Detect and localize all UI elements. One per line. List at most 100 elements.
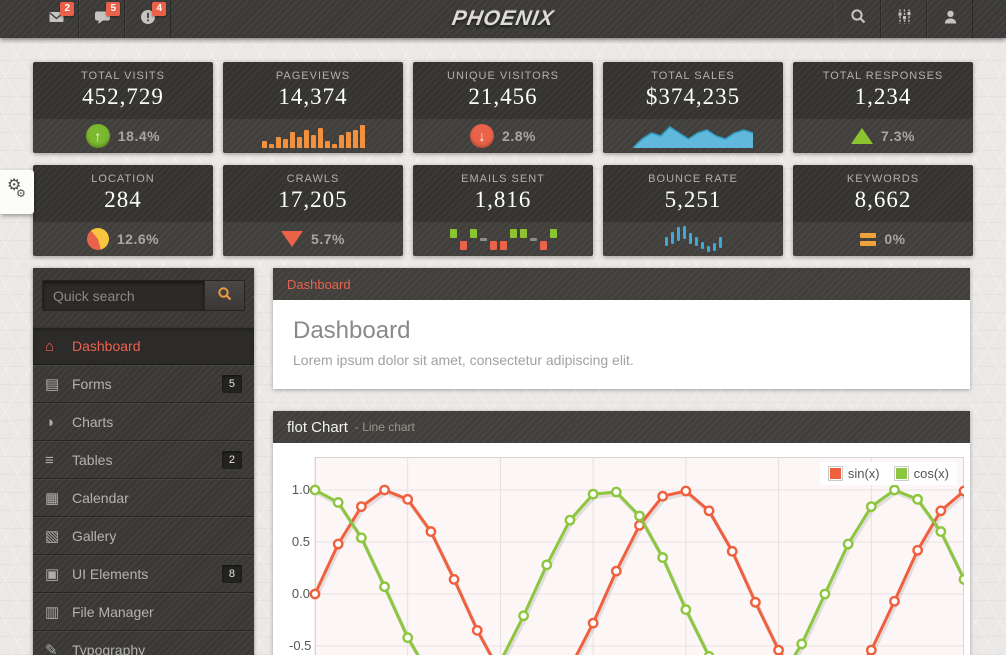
gear-icon-small: ⚙: [16, 188, 26, 200]
card-total-responses: TOTAL RESPONSES 1,234 7.3%: [793, 62, 973, 153]
search-button-topbar[interactable]: [835, 0, 881, 38]
spark-bar: [289, 132, 295, 148]
sidebar-item-file-manager[interactable]: ▥ File Manager: [33, 593, 254, 631]
tristate-cell: [489, 240, 497, 250]
card-label: TOTAL RESPONSES: [822, 70, 944, 82]
up-arrow-icon: ↑: [85, 124, 110, 148]
sidebar-item-label: Forms: [72, 376, 112, 392]
card-value: 8,662: [854, 187, 912, 212]
sidebar-menu: ⌂ Dashboard ▤ Forms 5 ◑ Charts ≡ Tables 2 ▦ Cal…: [33, 327, 254, 655]
data-point: [796, 638, 808, 650]
chart-panel-body: 1.0 0.5 0.0 -0.5 sin(x) cos(x): [273, 443, 970, 655]
stat-percent: 12.6%: [116, 231, 160, 247]
card-label: PAGEVIEWS: [275, 70, 351, 82]
data-point: [889, 484, 900, 496]
data-point: [889, 595, 900, 607]
data-point: [657, 490, 669, 502]
data-point: [958, 574, 970, 585]
stat-sparkline: 12.6%: [33, 222, 213, 256]
gear-icon: ⚙: [7, 177, 22, 194]
spark-bar: [338, 134, 344, 148]
tristate-cell: [449, 228, 457, 238]
topbar-left-icons: 2 5 4: [33, 0, 171, 38]
stat-cards-row-1: TOTAL VISITS 452,729 ↑ 18.4% PAGEVIEWS 14,3…: [33, 62, 973, 153]
data-point: [703, 650, 715, 655]
ui-elements-icon: ▣: [45, 566, 60, 583]
data-point: [610, 565, 622, 577]
data-point: [912, 493, 924, 505]
tristate-cell: [519, 228, 527, 238]
wave-bar-sparkline: [663, 225, 723, 252]
tristate-cell: [459, 240, 467, 250]
card-label: TOTAL SALES: [651, 70, 735, 82]
alerts-button[interactable]: 4: [125, 0, 171, 38]
down-arrow-icon: ↓: [470, 124, 495, 148]
forms-icon: ▤: [45, 376, 60, 393]
data-point: [912, 544, 924, 556]
stat-sparkline: [413, 222, 593, 256]
spark-bar: [688, 233, 692, 244]
table-rows-icon: ≡: [45, 451, 54, 469]
search-submit-button[interactable]: [204, 280, 245, 311]
sidebar-item-calendar[interactable]: ▦ Calendar: [33, 479, 254, 517]
sidebar-item-forms[interactable]: ▤ Forms 5: [33, 365, 254, 403]
tristate-cell: [499, 240, 507, 250]
data-point: [935, 505, 947, 517]
filters-button[interactable]: [881, 0, 927, 38]
y-axis-tick: 0.0: [291, 585, 310, 601]
search-input[interactable]: [42, 280, 204, 311]
stat-sparkline: 0%: [793, 222, 973, 256]
stat-sparkline: [603, 222, 783, 256]
stat-percent: 7.3%: [881, 128, 915, 144]
data-point: [448, 574, 460, 585]
sidebar-item-dashboard[interactable]: ⌂ Dashboard: [33, 327, 254, 365]
mail-button[interactable]: 2: [33, 0, 79, 38]
settings-panel-toggle[interactable]: ⚙ ⚙: [0, 170, 34, 214]
data-point: [402, 632, 414, 644]
sidebar-search: [33, 268, 254, 327]
tristate-cell: [539, 240, 547, 250]
data-point: [587, 488, 599, 500]
user-button[interactable]: [927, 0, 973, 38]
equals-bar: [860, 240, 877, 246]
card-value: 14,374: [278, 84, 348, 109]
sidebar-item-typography[interactable]: ✎ Typography: [33, 631, 254, 655]
stat-sparkline: 7.3%: [793, 119, 973, 153]
data-point: [309, 588, 321, 600]
card-value: 21,456: [468, 84, 538, 109]
sidebar-item-tables[interactable]: ≡ Tables 2: [33, 441, 254, 479]
card-value: 1,234: [854, 84, 912, 109]
data-point: [332, 497, 344, 508]
spark-bar: [310, 134, 316, 148]
home-icon: ⌂: [45, 337, 55, 355]
data-point: [610, 486, 622, 498]
spark-bar: [317, 127, 323, 148]
card-total-sales: TOTAL SALES $374,235: [603, 62, 783, 153]
stat-percent: 2.8%: [502, 128, 536, 144]
chat-button[interactable]: 5: [79, 0, 125, 38]
search-icon: [217, 286, 233, 305]
card-label: LOCATION: [91, 173, 155, 185]
card-pageviews: PAGEVIEWS 14,374: [223, 62, 403, 153]
chat-icon: [94, 9, 111, 30]
line-chart: 1.0 0.5 0.0 -0.5 sin(x) cos(x): [289, 457, 970, 655]
card-total-visits: TOTAL VISITS 452,729 ↑ 18.4%: [33, 62, 213, 153]
card-label: KEYWORDS: [846, 173, 920, 185]
spark-bar: [296, 136, 302, 148]
card-label: BOUNCE RATE: [648, 173, 738, 185]
tristate-cell: [479, 237, 487, 241]
card-emails-sent: EMAILS SENT 1,816: [413, 165, 593, 256]
data-point: [355, 501, 367, 513]
card-crawls: CRAWLS 17,205 5.7%: [223, 165, 403, 256]
sliders-icon: [896, 8, 913, 30]
sidebar-item-ui-elements[interactable]: ▣ UI Elements 8: [33, 555, 254, 593]
sidebar-item-gallery[interactable]: ▧ Gallery: [33, 517, 254, 555]
spark-bar: [324, 141, 330, 148]
spark-bar: [275, 136, 281, 148]
spark-bar: [700, 241, 704, 250]
data-point: [865, 644, 877, 655]
sidebar-item-charts[interactable]: ◑ Charts: [33, 403, 254, 441]
legend-swatch-icon: [827, 466, 843, 481]
spark-bar: [718, 237, 722, 248]
